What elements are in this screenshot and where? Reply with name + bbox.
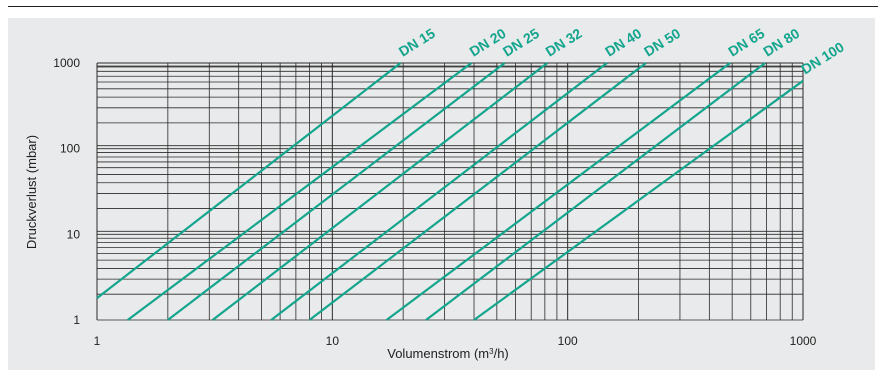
series-line xyxy=(270,62,608,321)
series-label: DN 80 xyxy=(760,25,802,60)
y-axis-title: Druckverlust (mbar) xyxy=(24,135,39,249)
y-tick-label: 10 xyxy=(67,227,81,241)
series-line xyxy=(473,79,804,321)
series-label: DN 25 xyxy=(500,25,542,60)
series-label: DN 15 xyxy=(396,25,438,60)
series-line xyxy=(308,62,647,321)
series-lines xyxy=(96,62,804,321)
y-tick-label: 1000 xyxy=(53,56,80,70)
series-line xyxy=(385,62,731,321)
series-line xyxy=(425,62,766,321)
series-line xyxy=(96,62,402,299)
series-line xyxy=(211,62,549,321)
series-label: DN 20 xyxy=(467,25,509,60)
x-tick-label: 1 xyxy=(94,334,101,348)
y-tick-label: 1 xyxy=(73,313,80,327)
series-label: DN 100 xyxy=(798,38,847,77)
x-tick-label: 10 xyxy=(326,334,340,348)
series-label: DN 50 xyxy=(641,25,683,60)
series-line xyxy=(167,62,506,321)
tick-labels: 1 10 100 1000 1 10 100 1000 xyxy=(53,56,816,348)
series-label: DN 32 xyxy=(542,25,584,60)
series-line xyxy=(127,62,473,321)
x-tick-label: 1000 xyxy=(790,334,817,348)
grid xyxy=(96,62,804,321)
x-tick-label: 100 xyxy=(558,334,578,348)
y-tick-label: 100 xyxy=(60,142,80,156)
series-label: DN 40 xyxy=(602,25,644,60)
series-label: DN 65 xyxy=(725,25,767,60)
top-rule xyxy=(8,6,878,7)
x-axis-title: Volumenstrom (m3/h) xyxy=(387,346,509,361)
